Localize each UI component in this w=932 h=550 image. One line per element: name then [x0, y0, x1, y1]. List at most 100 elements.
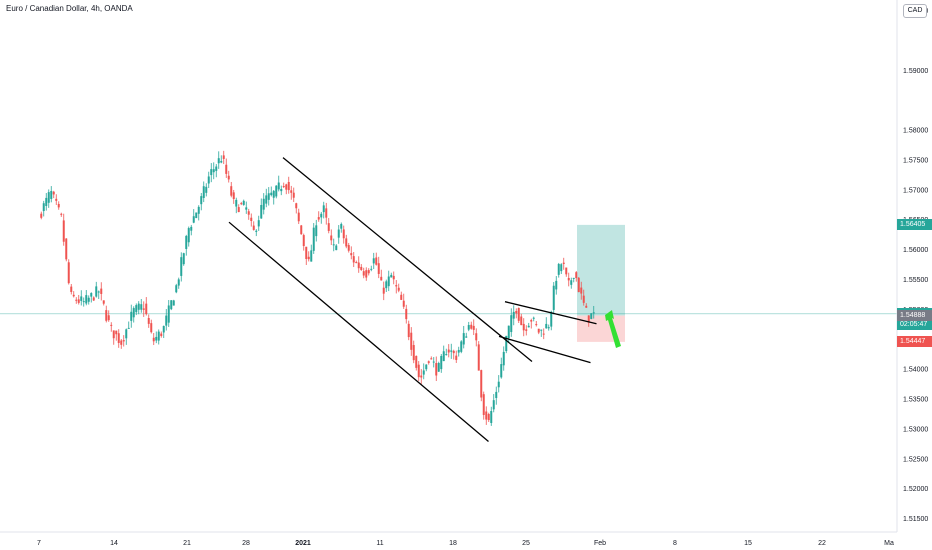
candle-body[interactable]	[367, 270, 370, 274]
candle-body[interactable]	[65, 238, 68, 260]
trendline[interactable]	[504, 301, 597, 325]
candle-body[interactable]	[282, 186, 285, 188]
candle-body[interactable]	[200, 196, 203, 205]
candle-body[interactable]	[142, 308, 145, 310]
candle-body[interactable]	[80, 296, 83, 301]
candle-body[interactable]	[285, 184, 288, 190]
candle-body[interactable]	[562, 262, 565, 264]
candle-body[interactable]	[162, 326, 165, 333]
candle-body[interactable]	[145, 303, 148, 315]
candle-body[interactable]	[150, 323, 153, 333]
candle-body[interactable]	[265, 195, 268, 204]
candle-body[interactable]	[105, 310, 108, 321]
candle-body[interactable]	[445, 354, 448, 356]
candle-body[interactable]	[267, 193, 270, 200]
candle-body[interactable]	[192, 216, 195, 223]
candle-body[interactable]	[290, 190, 293, 193]
candle-body[interactable]	[330, 235, 333, 241]
candle-body[interactable]	[235, 199, 238, 207]
candle-body[interactable]	[57, 203, 60, 208]
candle-body[interactable]	[580, 287, 583, 294]
trendline[interactable]	[282, 157, 533, 362]
candle-body[interactable]	[532, 317, 535, 319]
candle-body[interactable]	[90, 293, 93, 297]
time-scale[interactable]: 7 14 21 28 2021 11 18 25 Feb 8 15 22 Ma	[37, 540, 894, 547]
candle-body[interactable]	[165, 315, 168, 326]
candle-body[interactable]	[550, 311, 553, 327]
candle-body[interactable]	[442, 351, 445, 362]
candle-body[interactable]	[387, 276, 390, 287]
candle-body[interactable]	[280, 188, 283, 192]
candle-body[interactable]	[245, 207, 248, 210]
candle-body[interactable]	[47, 192, 50, 203]
candle-body[interactable]	[160, 333, 163, 336]
candle-body[interactable]	[477, 344, 480, 371]
candle-body[interactable]	[60, 213, 63, 215]
candle-body[interactable]	[487, 414, 490, 421]
candle-body[interactable]	[375, 257, 378, 265]
candle-body[interactable]	[515, 310, 518, 314]
candle-body[interactable]	[100, 288, 103, 294]
candle-body[interactable]	[400, 294, 403, 300]
candle-body[interactable]	[287, 181, 290, 191]
candle-body[interactable]	[295, 203, 298, 209]
candle-body[interactable]	[50, 190, 53, 199]
candle-body[interactable]	[360, 266, 363, 270]
candle-body[interactable]	[97, 291, 100, 293]
candle-body[interactable]	[480, 370, 483, 398]
candle-body[interactable]	[430, 358, 433, 360]
candle-body[interactable]	[70, 286, 73, 292]
candle-body[interactable]	[397, 287, 400, 291]
candle-body[interactable]	[537, 328, 540, 333]
candle-body[interactable]	[177, 279, 180, 286]
candle-body[interactable]	[525, 329, 528, 331]
candle-body[interactable]	[377, 263, 380, 274]
currency-badge[interactable]: CAD	[903, 4, 927, 18]
candle-body[interactable]	[305, 246, 308, 259]
candle-body[interactable]	[405, 308, 408, 320]
candle-body[interactable]	[350, 253, 353, 256]
candle-body[interactable]	[182, 253, 185, 265]
candle-body[interactable]	[52, 191, 55, 195]
candle-body[interactable]	[412, 345, 415, 361]
candle-body[interactable]	[272, 190, 275, 198]
candle-body[interactable]	[140, 304, 143, 310]
candle-body[interactable]	[340, 223, 343, 229]
candle-body[interactable]	[355, 262, 358, 264]
candle-body[interactable]	[135, 305, 138, 313]
candle-body[interactable]	[587, 315, 590, 323]
candle-body[interactable]	[302, 235, 305, 247]
candle-body[interactable]	[325, 208, 328, 218]
candle-body[interactable]	[72, 294, 75, 297]
candle-body[interactable]	[577, 277, 580, 293]
candle-body[interactable]	[227, 175, 230, 180]
candle-body[interactable]	[460, 341, 463, 352]
candle-body[interactable]	[420, 375, 423, 378]
trendline[interactable]	[228, 221, 489, 443]
candle-body[interactable]	[567, 277, 570, 281]
candle-body[interactable]	[222, 155, 225, 159]
candle-body[interactable]	[180, 257, 183, 276]
candle-body[interactable]	[217, 158, 220, 164]
candle-body[interactable]	[125, 329, 128, 339]
candle-body[interactable]	[237, 207, 240, 213]
candle-body[interactable]	[202, 186, 205, 198]
candle-body[interactable]	[495, 391, 498, 399]
candle-body[interactable]	[392, 275, 395, 280]
candle-body[interactable]	[507, 325, 510, 339]
candle-body[interactable]	[490, 411, 493, 423]
candle-body[interactable]	[147, 318, 150, 324]
candle-body[interactable]	[362, 271, 365, 276]
candle-body[interactable]	[187, 228, 190, 243]
plot-area[interactable]	[0, 150, 897, 443]
candle-body[interactable]	[332, 244, 335, 246]
candle-body[interactable]	[215, 166, 218, 171]
candle-body[interactable]	[467, 325, 470, 330]
candle-body[interactable]	[390, 274, 393, 278]
candle-body[interactable]	[277, 182, 280, 190]
candle-body[interactable]	[262, 198, 265, 210]
candle-body[interactable]	[357, 262, 360, 269]
candle-body[interactable]	[85, 295, 88, 304]
candle-body[interactable]	[372, 258, 375, 264]
candle-body[interactable]	[440, 355, 443, 370]
